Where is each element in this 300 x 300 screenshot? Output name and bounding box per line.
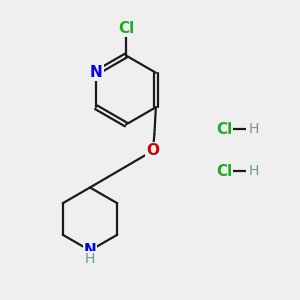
Text: N: N (90, 65, 103, 80)
Text: H: H (248, 122, 259, 136)
Text: H: H (248, 164, 259, 178)
Text: O: O (146, 143, 159, 158)
Text: Cl: Cl (216, 164, 232, 178)
Text: Cl: Cl (216, 122, 232, 136)
Text: N: N (84, 243, 96, 258)
Text: H: H (85, 252, 95, 266)
Text: Cl: Cl (118, 21, 134, 36)
